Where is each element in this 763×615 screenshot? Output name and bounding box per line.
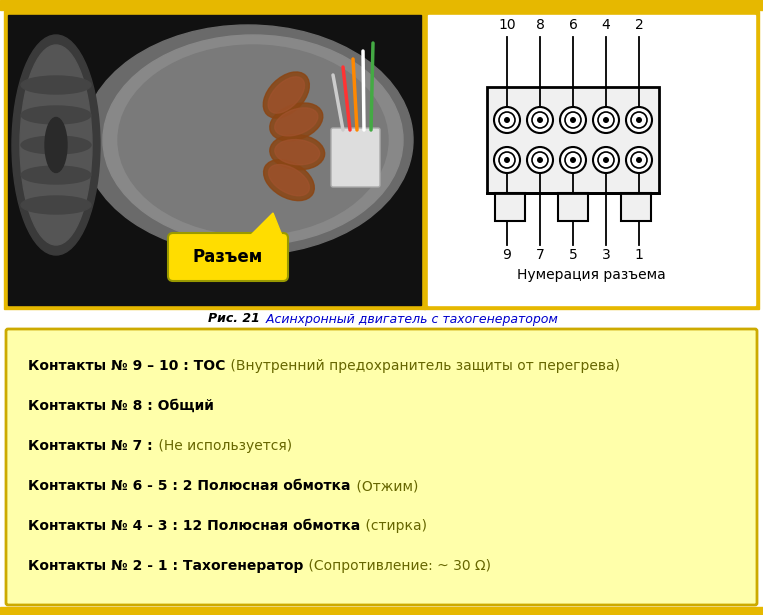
Bar — [428, 15, 755, 305]
Circle shape — [560, 147, 586, 173]
Ellipse shape — [269, 165, 310, 196]
Text: 7: 7 — [536, 248, 544, 262]
Bar — [8, 15, 421, 305]
Circle shape — [565, 152, 581, 168]
Circle shape — [537, 157, 543, 163]
Text: (Сопротивление: ~ 30 Ω): (Сопротивление: ~ 30 Ω) — [304, 559, 491, 573]
Circle shape — [570, 157, 576, 163]
Ellipse shape — [103, 35, 403, 245]
Text: Асинхронный двигатель с тахогенератором: Асинхронный двигатель с тахогенератором — [262, 312, 558, 325]
Text: 5: 5 — [568, 248, 578, 262]
FancyBboxPatch shape — [168, 233, 288, 281]
Ellipse shape — [118, 45, 388, 235]
Text: 9: 9 — [503, 248, 511, 262]
Ellipse shape — [270, 135, 325, 170]
Circle shape — [494, 147, 520, 173]
Bar — [424, 11, 759, 309]
Text: Контакты № 8 : Общий: Контакты № 8 : Общий — [28, 399, 214, 413]
Text: (Отжим): (Отжим) — [352, 479, 418, 493]
Text: Контакты № 4 - 3 : 12 Полюсная обмотка: Контакты № 4 - 3 : 12 Полюсная обмотка — [28, 519, 360, 533]
Ellipse shape — [12, 35, 100, 255]
Ellipse shape — [21, 136, 91, 154]
Text: (стирка): (стирка) — [361, 519, 427, 533]
Ellipse shape — [275, 108, 318, 136]
Ellipse shape — [21, 76, 91, 94]
Bar — [621, 193, 651, 221]
Text: Рис. 21: Рис. 21 — [208, 312, 260, 325]
Polygon shape — [248, 213, 283, 238]
Text: 6: 6 — [568, 18, 578, 32]
Ellipse shape — [263, 72, 309, 118]
Circle shape — [631, 112, 647, 128]
FancyBboxPatch shape — [6, 329, 757, 605]
Circle shape — [565, 112, 581, 128]
Circle shape — [593, 107, 619, 133]
Text: Контакты № 6 - 5 : 2 Полюсная обмотка: Контакты № 6 - 5 : 2 Полюсная обмотка — [28, 479, 350, 493]
Ellipse shape — [21, 106, 91, 124]
Bar — [487, 87, 659, 193]
Text: 1: 1 — [635, 248, 643, 262]
Text: 2: 2 — [635, 18, 643, 32]
Circle shape — [636, 117, 642, 123]
Circle shape — [532, 152, 548, 168]
Ellipse shape — [263, 160, 314, 200]
Circle shape — [499, 152, 515, 168]
Text: 4: 4 — [601, 18, 610, 32]
Circle shape — [603, 117, 609, 123]
Circle shape — [626, 147, 652, 173]
Text: 10: 10 — [498, 18, 516, 32]
Circle shape — [504, 157, 510, 163]
Circle shape — [603, 157, 609, 163]
Text: 8: 8 — [536, 18, 545, 32]
Ellipse shape — [270, 103, 323, 141]
Ellipse shape — [275, 140, 320, 165]
Text: Контакты № 7 :: Контакты № 7 : — [28, 439, 153, 453]
Bar — [558, 193, 588, 221]
Text: (Не используется): (Не используется) — [153, 439, 291, 453]
Circle shape — [636, 157, 642, 163]
Ellipse shape — [20, 45, 92, 245]
Circle shape — [532, 112, 548, 128]
Text: Контакты № 2 - 1 : Тахогенератор: Контакты № 2 - 1 : Тахогенератор — [28, 559, 304, 573]
Bar — [495, 193, 525, 221]
Text: Нумерация разъема: Нумерация разъема — [517, 268, 666, 282]
Circle shape — [527, 107, 553, 133]
Circle shape — [504, 117, 510, 123]
Ellipse shape — [45, 117, 67, 172]
Circle shape — [570, 117, 576, 123]
Circle shape — [598, 112, 614, 128]
Bar — [4, 11, 425, 309]
Ellipse shape — [21, 166, 91, 184]
Circle shape — [593, 147, 619, 173]
Ellipse shape — [21, 196, 91, 214]
Ellipse shape — [268, 77, 304, 113]
Text: Разъем: Разъем — [193, 248, 263, 266]
Circle shape — [626, 107, 652, 133]
Ellipse shape — [83, 25, 413, 255]
FancyBboxPatch shape — [331, 128, 380, 187]
Text: (Внутренний предохранитель защиты от перегрева): (Внутренний предохранитель защиты от пер… — [227, 359, 620, 373]
Bar — [0, 607, 763, 615]
Circle shape — [499, 112, 515, 128]
Circle shape — [537, 117, 543, 123]
Circle shape — [560, 107, 586, 133]
Circle shape — [527, 147, 553, 173]
Text: Контакты № 9 – 10 : ТОС: Контакты № 9 – 10 : ТОС — [28, 359, 225, 373]
Circle shape — [598, 152, 614, 168]
Text: 3: 3 — [601, 248, 610, 262]
Circle shape — [494, 107, 520, 133]
Circle shape — [631, 152, 647, 168]
Bar — [0, 0, 763, 10]
